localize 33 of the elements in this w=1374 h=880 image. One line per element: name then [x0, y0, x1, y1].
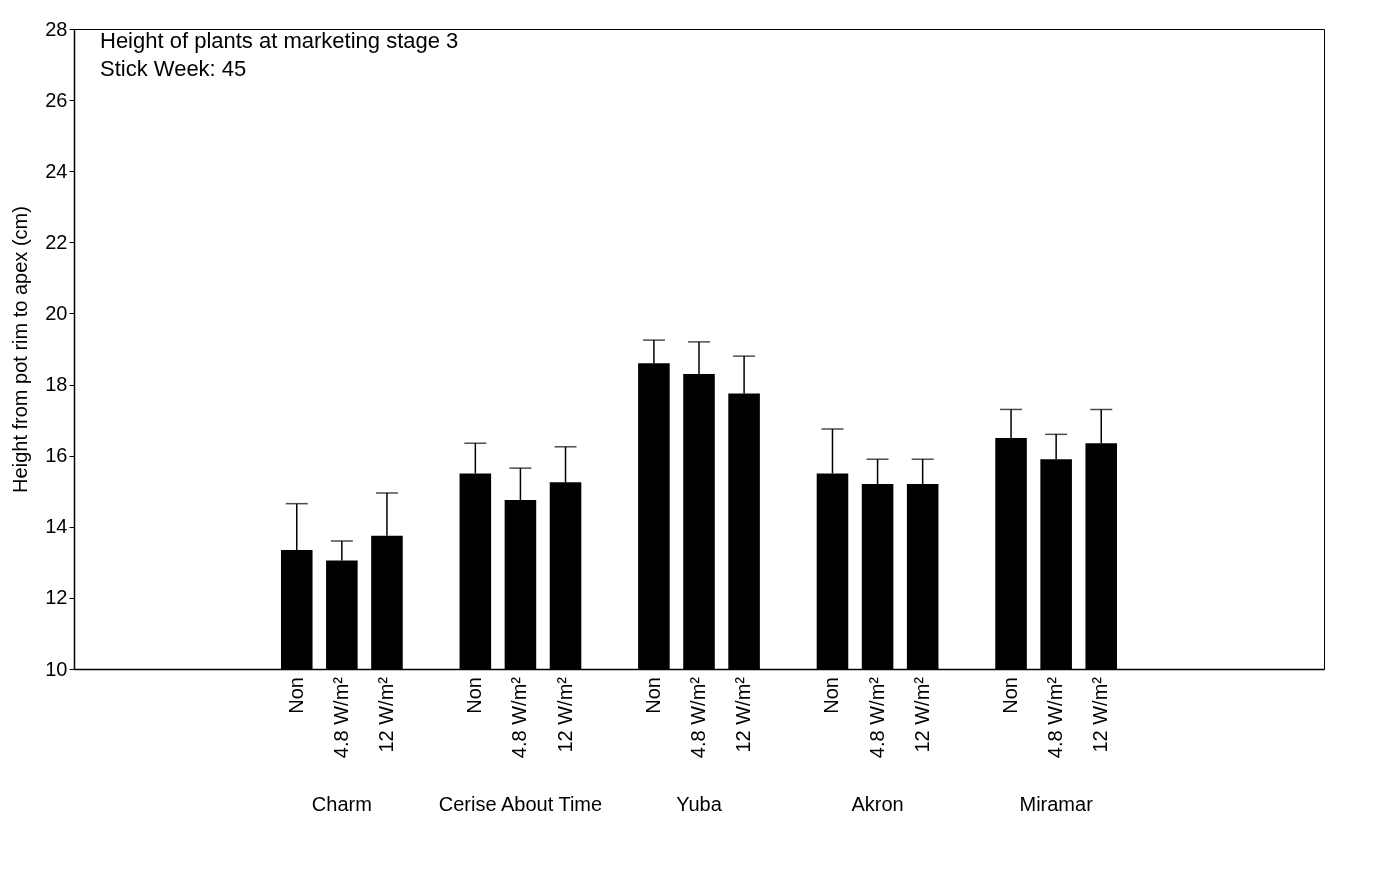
text: 4.8 W/m² — [687, 677, 709, 759]
text: Non — [641, 677, 664, 714]
text: Non — [463, 677, 486, 714]
x-tick-label: Yuba — [676, 792, 723, 815]
y-tick-label: 18 — [45, 373, 68, 396]
y-tick-label: 20 — [45, 301, 68, 324]
y-tick-label: 12 — [45, 586, 68, 609]
y-tick-label: 26 — [45, 88, 68, 111]
text: 4.8 W/m² — [329, 676, 352, 759]
x-tick-label: Cerise About Time — [438, 792, 603, 815]
text: 4.8 W/m² — [508, 677, 531, 759]
text: Non — [820, 677, 843, 714]
chart-title: Height of plants at marketing stage 3 — [100, 28, 459, 53]
text: 4.8 W/m² — [1044, 677, 1067, 759]
y-tick-label: 16 — [45, 444, 68, 467]
y-tick-label: 24 — [45, 159, 68, 182]
y-axis-title: Height from pot rim to apex (cm) — [9, 206, 32, 493]
text: 12 W/m² — [910, 677, 933, 753]
x-tick-label: Charm — [311, 792, 372, 815]
text: 4.8 W/m² — [865, 677, 888, 759]
text: 12 W/m² — [1089, 677, 1112, 753]
x-tick-label: Akron — [851, 792, 904, 815]
y-tick-label: 28 — [45, 17, 68, 40]
text: 12 W/m² — [732, 677, 755, 753]
text: Non — [284, 677, 307, 714]
y-tick-label: 14 — [45, 515, 68, 538]
text: 12 W/m² — [553, 677, 576, 753]
text: Stick Week: 45 — [100, 56, 247, 81]
text: Non — [999, 677, 1022, 714]
text: 12 W/m² — [374, 676, 397, 753]
y-tick-label: 22 — [45, 230, 68, 253]
y-tick-label: 10 — [45, 657, 68, 680]
x-tick-label: Miramar — [1019, 792, 1094, 815]
